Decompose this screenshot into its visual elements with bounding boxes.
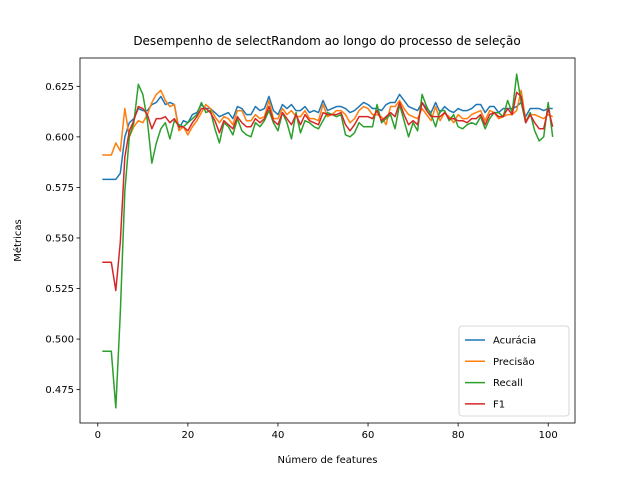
x-tick-label: 20 bbox=[182, 430, 195, 441]
y-axis-label: Métricas bbox=[12, 219, 24, 261]
series-line-1 bbox=[102, 89, 554, 156]
plot-frame bbox=[79, 57, 576, 424]
legend-label: Precisão bbox=[493, 357, 535, 368]
legend-label: F1 bbox=[493, 399, 505, 410]
x-tick-label: 40 bbox=[272, 430, 285, 441]
y-tick-label: 0.625 bbox=[45, 82, 74, 93]
y-tick-label: 0.550 bbox=[45, 233, 74, 244]
y-tick-label: 0.500 bbox=[45, 335, 74, 346]
legend-box bbox=[458, 325, 570, 417]
legend: Acurácia Precisão Recall F1 bbox=[458, 325, 570, 417]
legend-label: Acurácia bbox=[493, 335, 536, 347]
y-tick-label: 0.575 bbox=[45, 183, 74, 194]
x-axis: 0 20 40 60 80 100 bbox=[95, 423, 558, 441]
x-tick-label: 60 bbox=[362, 430, 375, 441]
x-tick-label: 100 bbox=[539, 430, 558, 441]
series-line-3 bbox=[102, 91, 554, 292]
y-tick-label: 0.525 bbox=[45, 284, 74, 295]
x-axis-label: Número de features bbox=[278, 454, 378, 466]
chart-title: Desempenho de selectRandom ao longo do p… bbox=[133, 34, 520, 48]
y-axis: 0.475 0.500 0.525 0.550 0.575 0.600 0.625 bbox=[45, 82, 80, 396]
y-tick-label: 0.600 bbox=[45, 132, 74, 143]
legend-label: Recall bbox=[493, 378, 523, 389]
x-tick-label: 0 bbox=[95, 430, 101, 441]
y-tick-label: 0.475 bbox=[45, 385, 74, 396]
x-tick-label: 80 bbox=[452, 430, 465, 441]
plot-lines bbox=[102, 73, 554, 409]
